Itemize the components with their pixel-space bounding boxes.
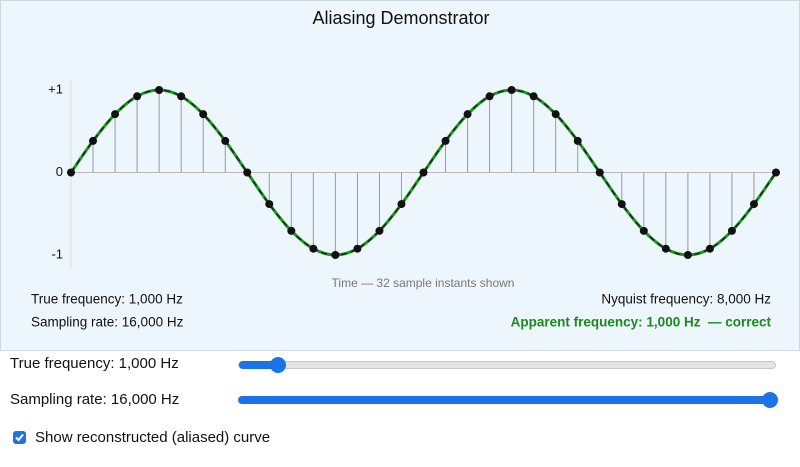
sample-point: [683, 251, 692, 259]
sample-point: [551, 110, 560, 119]
check-icon: [15, 433, 24, 442]
slider-fill: [239, 361, 279, 369]
sample-point: [111, 110, 120, 119]
sample-point: [705, 244, 714, 253]
sample-point: [727, 226, 736, 235]
sampling-label: Sampling rate: 16,000 Hz: [10, 391, 180, 408]
apparent-frequency: Apparent frequency: 1,000 Hz — correct: [511, 315, 772, 330]
plot-panel: Aliasing Demonstrator Time — 32 sample i…: [0, 0, 800, 351]
frequency-label: True frequency: 1,000 Hz: [10, 355, 179, 372]
sample-point: [617, 200, 626, 209]
sample-point: [507, 86, 516, 94]
sample-point: [89, 136, 98, 145]
sample-point: [287, 226, 296, 235]
sampling-slider[interactable]: [238, 392, 778, 408]
sample-point: [529, 92, 538, 101]
sample-point: [331, 251, 340, 259]
sample-point: [595, 168, 604, 177]
sample-point: [155, 86, 164, 94]
info-text: Sampling rate: 16,000 Hz: [31, 315, 184, 330]
sample-point: [639, 226, 648, 235]
chart: Aliasing Demonstrator Time — 32 sample i…: [31, 8, 780, 330]
sample-point: [353, 244, 362, 253]
y-tick-label: +1: [48, 81, 63, 96]
y-tick-label: -1: [51, 246, 63, 261]
sample-point: [397, 200, 406, 209]
true-curve: [70, 89, 777, 256]
x-axis-label: Time — 32 sample instants shown: [332, 276, 515, 290]
sample-point: [375, 226, 384, 235]
sample-point: [419, 168, 428, 177]
sample-point: [221, 136, 230, 145]
sample-point: [749, 200, 758, 209]
sample-point: [485, 92, 494, 101]
sample-point: [309, 244, 318, 253]
sample-point: [67, 168, 75, 177]
sample-point: [199, 110, 208, 119]
y-tick-label: 0: [56, 164, 63, 179]
checkbox-label[interactable]: Show reconstructed (aliased) curve: [35, 429, 271, 446]
sample-point: [265, 200, 274, 209]
info-text: Nyquist frequency: 8,000 Hz: [601, 292, 771, 307]
slider-thumb[interactable]: [270, 357, 286, 373]
sample-point: [772, 168, 780, 177]
sample-point: [243, 168, 252, 177]
slider-thumb[interactable]: [762, 392, 778, 408]
frequency-slider[interactable]: [238, 357, 776, 373]
sample-point: [133, 92, 142, 101]
sample-point: [441, 136, 450, 145]
sample-point: [177, 92, 186, 101]
sample-point: [463, 110, 472, 119]
info-text: True frequency: 1,000 Hz: [31, 292, 183, 307]
sample-point: [573, 136, 582, 145]
checkbox[interactable]: [13, 431, 26, 444]
title: Aliasing Demonstrator: [312, 8, 489, 28]
slider-fill: [239, 396, 777, 404]
sample-point: [661, 244, 670, 253]
